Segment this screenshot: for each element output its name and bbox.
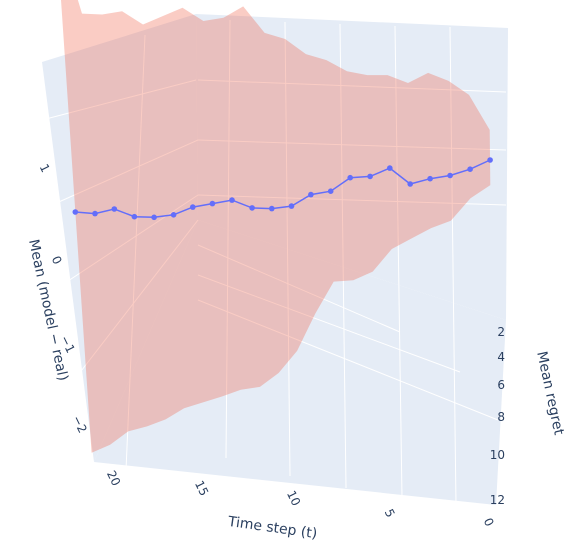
- floor-gridline: [197, 274, 461, 373]
- vertical-gridline: [339, 23, 347, 489]
- data-point: [367, 173, 373, 180]
- data-point: [487, 157, 493, 163]
- data-point: [249, 205, 255, 211]
- data-point: [347, 174, 354, 181]
- data-point: [288, 203, 295, 209]
- confidence-band: [61, 0, 491, 453]
- floor-pane: [94, 220, 506, 505]
- x-tick-label: 20: [104, 468, 123, 488]
- horizontal-gridline: [197, 194, 507, 206]
- vertical-gridline: [125, 34, 146, 471]
- vertical-gridline: [449, 26, 457, 506]
- data-point: [111, 206, 118, 212]
- data-point: [407, 181, 414, 187]
- data-point: [447, 172, 453, 179]
- data-point: [467, 166, 473, 172]
- x-tick-label: 15: [192, 478, 211, 498]
- back-pane: [196, 14, 508, 320]
- floor-gridline: [197, 244, 401, 333]
- vertical-gridline: [225, 19, 231, 459]
- data-point: [327, 188, 334, 194]
- y-axis-title: Mean regret: [533, 350, 566, 437]
- data-point: [427, 175, 433, 182]
- vertical-gridline: [284, 21, 291, 477]
- y-tick-label: 6: [497, 378, 505, 392]
- mean-markers: [72, 157, 493, 221]
- side-gridline: [77, 219, 199, 376]
- mean-line: [75, 159, 491, 219]
- side-pane: [42, 14, 198, 462]
- plot-background: [42, 14, 508, 505]
- data-point: [190, 204, 196, 210]
- data-point: [269, 205, 275, 212]
- y-tick-label: 12: [490, 493, 505, 507]
- y-tick-label: 8: [497, 410, 505, 424]
- horizontal-gridline: [197, 139, 507, 151]
- y-tick-label: 2: [497, 325, 505, 339]
- series-line: [75, 159, 491, 219]
- floor-gridline: [197, 299, 499, 421]
- horizontal-gridline: [197, 79, 507, 93]
- gridlines: [41, 19, 507, 506]
- z-tick-label: −2: [69, 413, 89, 435]
- z-tick-label: 1: [37, 162, 53, 175]
- y-tick-label: 10: [490, 448, 505, 462]
- side-gridline: [61, 194, 199, 286]
- data-point: [229, 197, 235, 203]
- x-axis-title: Time step (t): [226, 514, 318, 542]
- data-point: [151, 214, 157, 221]
- x-tick-label: 5: [382, 507, 398, 520]
- vertical-gridline: [394, 25, 403, 499]
- y-tick-label: 4: [497, 350, 505, 364]
- data-point: [72, 209, 79, 215]
- data-point: [308, 191, 314, 198]
- side-gridline: [41, 79, 197, 121]
- z-tick-label: −1: [57, 333, 77, 355]
- x-tick-label: 10: [284, 488, 303, 508]
- data-point: [131, 213, 138, 220]
- data-point: [92, 210, 98, 217]
- band-area: [61, 0, 491, 453]
- side-gridline: [51, 139, 199, 206]
- data-point: [170, 212, 177, 218]
- x-tick-label: 0: [481, 516, 497, 529]
- data-point: [387, 165, 393, 171]
- z-tick-label: 0: [49, 254, 65, 267]
- data-point: [209, 200, 216, 207]
